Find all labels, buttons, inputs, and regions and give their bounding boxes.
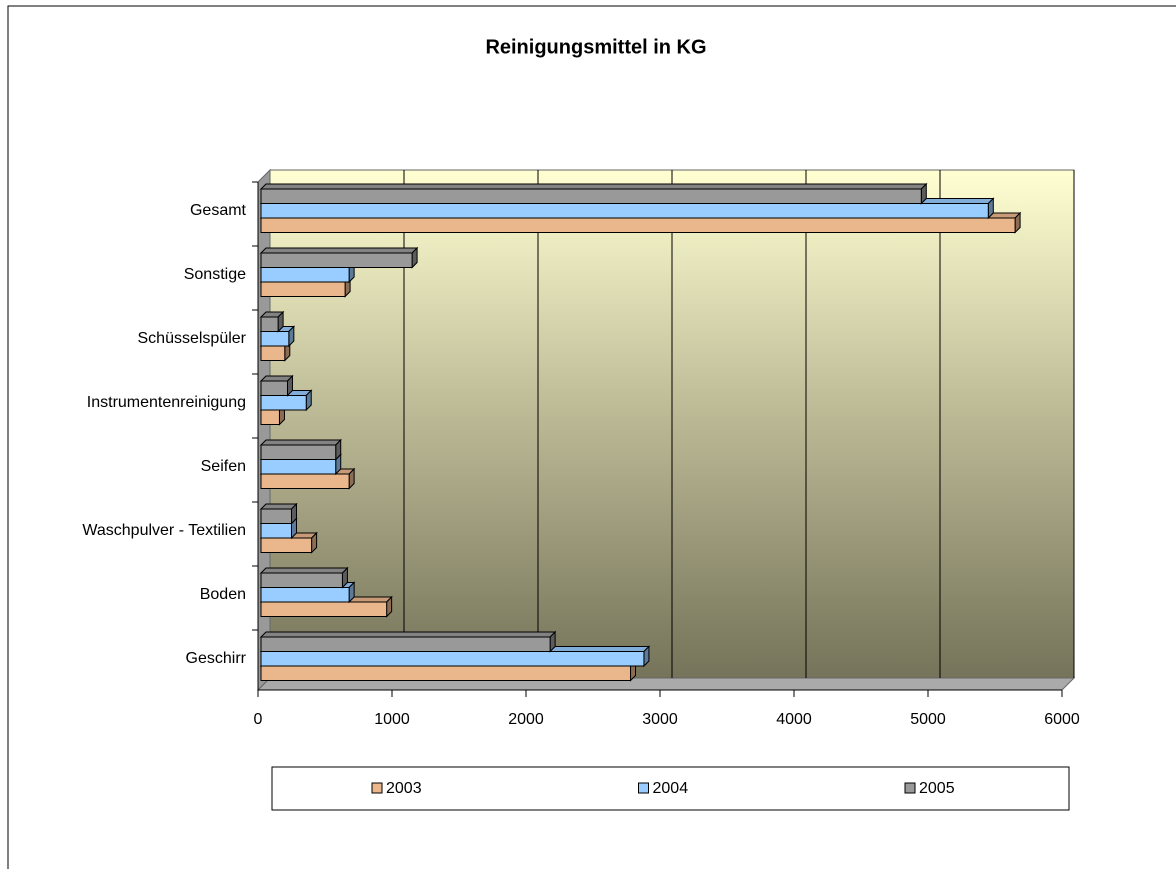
bar	[259, 246, 419, 269]
x-tick-label: 0	[254, 711, 263, 728]
x-tick-label: 5000	[910, 711, 946, 728]
bar	[259, 566, 349, 589]
bar	[259, 374, 294, 397]
bar-top	[259, 439, 342, 446]
x-tick-label: 6000	[1044, 711, 1080, 728]
y-tick-label: Seifen	[201, 458, 246, 475]
legend-label: 2003	[386, 780, 422, 797]
bar-face	[260, 508, 292, 524]
bar-face	[260, 217, 1016, 233]
legend-swatch	[638, 782, 649, 794]
bar-face	[260, 572, 343, 588]
legend-swatch	[904, 782, 916, 794]
chart-frame	[7, 5, 1176, 869]
bar	[259, 630, 557, 653]
bar-face	[260, 267, 350, 283]
bar-face	[260, 345, 286, 361]
bar	[259, 182, 928, 205]
x-tick-label: 2000	[508, 711, 544, 728]
y-tick-label: Gesamt	[190, 202, 247, 219]
legend-swatch	[371, 782, 383, 794]
bar-top	[259, 183, 928, 190]
bar-face	[260, 601, 388, 617]
bar	[259, 389, 313, 412]
y-tick-label: Schüsselspüler	[138, 330, 247, 347]
bar-face	[260, 380, 288, 396]
chart-title: Reinigungsmittel in KG	[485, 36, 706, 58]
bar-face	[260, 409, 280, 425]
legend	[271, 766, 1070, 811]
y-tick-label: Sonstige	[184, 266, 246, 283]
bar-top	[259, 567, 349, 574]
bar-face	[260, 473, 350, 489]
bar-face	[260, 203, 989, 219]
bar-face	[260, 665, 632, 681]
y-tick-label: Geschirr	[186, 650, 247, 667]
bar-face	[260, 651, 645, 667]
y-tick-label: Boden	[200, 586, 246, 603]
bar-face	[260, 587, 350, 603]
bar-face	[260, 636, 551, 652]
bar-face	[260, 252, 413, 268]
legend-label: 2005	[919, 780, 955, 797]
bar	[259, 438, 342, 461]
x-tick-label: 1000	[374, 711, 410, 728]
bar	[259, 502, 298, 525]
x-tick-label: 4000	[776, 711, 812, 728]
y-tick-label: Waschpulver - Textilien	[82, 522, 246, 539]
bar-face	[260, 395, 307, 411]
bar-top	[259, 247, 419, 254]
x-tick-label: 3000	[642, 711, 678, 728]
bar-face	[260, 316, 279, 332]
y-tick-label: Instrumentenreinigung	[87, 394, 246, 411]
legend-label: 2004	[653, 780, 689, 797]
bar-face	[260, 523, 292, 539]
bar-face	[260, 188, 922, 204]
bar	[259, 310, 285, 333]
bar-face	[260, 459, 337, 475]
bar-face	[260, 444, 337, 460]
bar-face	[260, 331, 290, 347]
bar-top	[259, 503, 298, 510]
bar-face	[260, 537, 313, 553]
bar-top	[259, 631, 557, 638]
bar-face	[260, 281, 346, 297]
